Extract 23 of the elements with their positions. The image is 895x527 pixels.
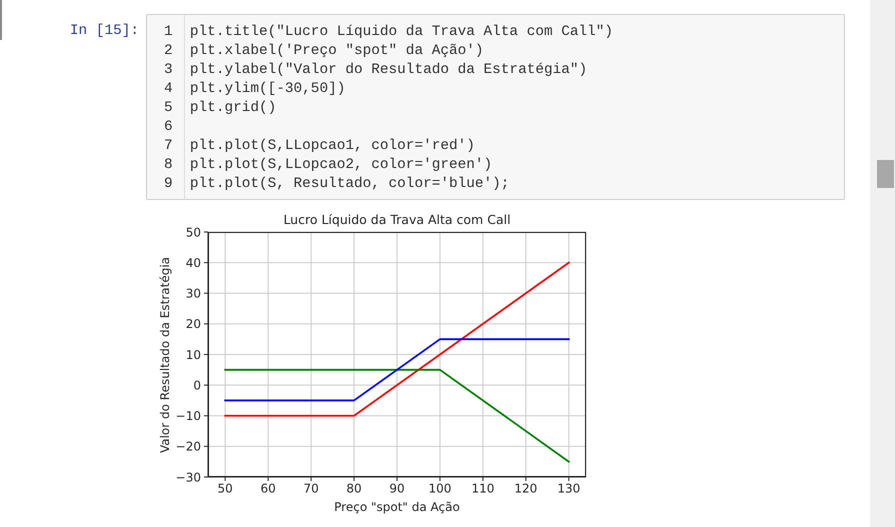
x-axis-title: Preço "spot" da Ação — [333, 500, 461, 514]
x-tick-label: 90 — [389, 482, 405, 496]
x-tick-label: 50 — [218, 482, 233, 496]
text: In [15]: — [70, 22, 139, 41]
y-tick-label: 30 — [186, 286, 201, 301]
y-tick-label: 40 — [186, 256, 201, 270]
x-tick-label: 80 — [346, 482, 362, 496]
x-tick-label: 120 — [514, 482, 538, 496]
x-tick-label: 110 — [471, 482, 494, 496]
x-tick-label: 70 — [303, 482, 319, 496]
x-tick-label: 100 — [428, 482, 452, 496]
y-tick-label: 0 — [193, 378, 201, 392]
y-axis-title: Valor do Resultado da Estratégia — [158, 256, 172, 456]
chart-title: Lucro Líquido da Trava Alta com Call — [282, 212, 512, 227]
y-tick-label: −10 — [176, 409, 201, 424]
x-tick-label: 60 — [260, 482, 276, 496]
y-tick-label: −30 — [176, 470, 201, 484]
y-tick-label: 20 — [186, 317, 201, 332]
y-tick-label: −20 — [176, 440, 201, 454]
y-tick-label: 10 — [186, 348, 201, 362]
x-tick-label: 130 — [557, 482, 580, 496]
code-cell: 1 plt.title("Lucro Líquido da Trava Alta com Call") 2 plt.xlabel('Preço "spot" da Ação') 3 plt.ylabel("Valor do Resultado da Estratégia") 4 plt.ylim([-30,50]) 5 plt.grid() 6 7 plt.plot(S,LLopcao1, color='red') 8 plt.plot(S,LLopcao2, color='green') 9 plt.plot(S, Resultado, color='blue'); — [146, 14, 845, 200]
y-tick-label: 50 — [186, 225, 201, 240]
